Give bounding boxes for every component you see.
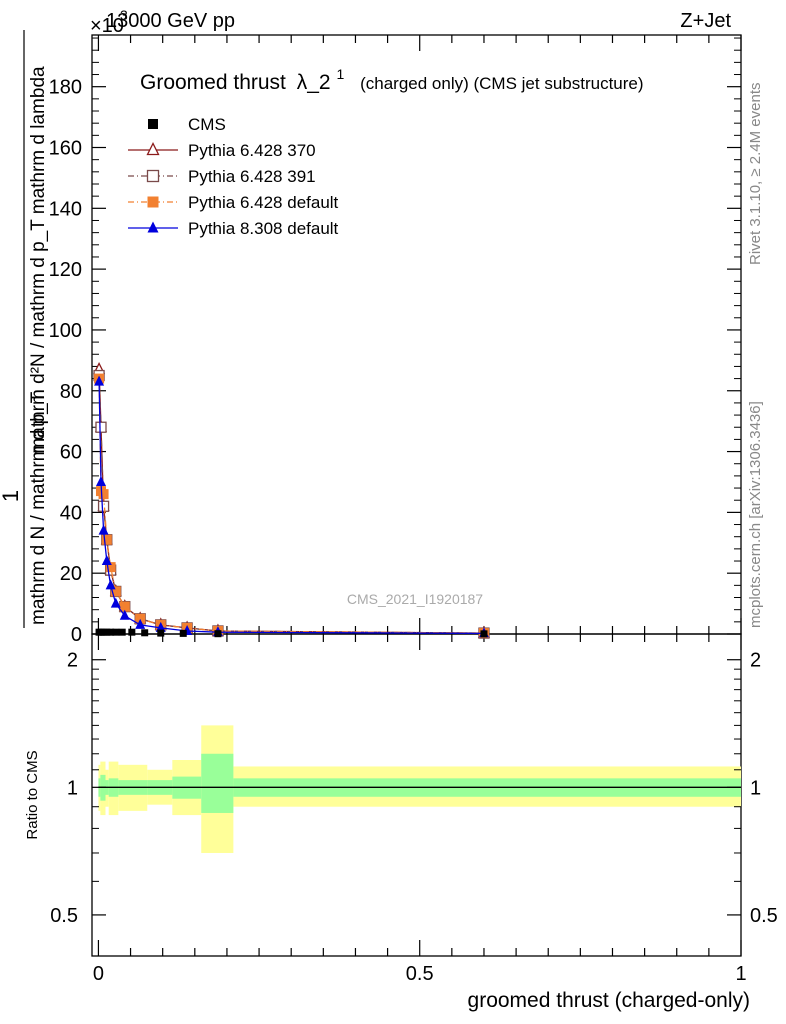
header-left-text: 13000 GeV pp bbox=[106, 10, 235, 32]
data-point bbox=[112, 628, 120, 636]
legend-entry-2: Pythia 6.428 391 bbox=[128, 167, 316, 186]
data-point bbox=[98, 524, 109, 535]
legend-marker bbox=[148, 119, 158, 129]
data-point bbox=[119, 609, 130, 620]
data-point bbox=[135, 613, 146, 624]
legend-label: Pythia 6.428 370 bbox=[188, 141, 316, 160]
legend-marker bbox=[146, 142, 160, 156]
data-point bbox=[118, 628, 126, 636]
title-superscript: 1 bbox=[336, 66, 344, 82]
data-point bbox=[95, 421, 107, 433]
data-point bbox=[119, 601, 130, 612]
plot-title: Groomed thrust λ_2 1 (charged only) (CMS… bbox=[140, 61, 644, 94]
y-tick-label: 160 bbox=[49, 138, 82, 160]
legend-label: Pythia 6.428 391 bbox=[188, 167, 316, 186]
data-point bbox=[101, 555, 112, 566]
data-point bbox=[98, 489, 109, 500]
data-point bbox=[107, 628, 115, 636]
exponent-base: ×10 bbox=[90, 15, 124, 37]
y-axis-label: 1 mathrm d N / mathrm d p_T mathrm d²N /… bbox=[0, 30, 49, 628]
legend-entry-0: CMS bbox=[148, 115, 226, 134]
ratio-y-tick-label-right: 1 bbox=[750, 777, 761, 799]
title-qualifier: (charged only) (CMS jet substructure) bbox=[360, 74, 643, 93]
x-tick-label: 0 bbox=[93, 963, 104, 985]
data-point bbox=[135, 618, 146, 629]
data-point bbox=[480, 630, 488, 638]
title-lambda: λ_2 bbox=[297, 71, 331, 94]
header-right-text: Z+Jet bbox=[680, 10, 731, 32]
data-point bbox=[105, 562, 116, 573]
ylabel-denominator: mathrm d N / mathrm d p_T bbox=[28, 391, 49, 625]
series-line bbox=[98, 381, 485, 635]
y-tick-label: 120 bbox=[49, 259, 82, 281]
data-point bbox=[110, 597, 121, 608]
rivet-version-text: Rivet 3.1.10, ≥ 2.4M events bbox=[747, 83, 764, 266]
legend-entry-4: Pythia 8.308 default bbox=[128, 219, 339, 238]
data-point bbox=[128, 628, 136, 636]
data-point bbox=[214, 630, 222, 638]
series-0 bbox=[95, 628, 488, 638]
mcplots-text: mcplots.cern.ch [arXiv:1306.3436] bbox=[747, 401, 764, 628]
data-point bbox=[97, 500, 110, 512]
data-point bbox=[141, 629, 149, 637]
y-tick-label: 0 bbox=[71, 624, 82, 646]
ratio-y-tick-label: 1 bbox=[67, 777, 78, 799]
data-point bbox=[179, 629, 187, 637]
data-point bbox=[155, 621, 166, 632]
data-point bbox=[157, 629, 165, 637]
data-point bbox=[105, 579, 116, 590]
title-main: Groomed thrust bbox=[140, 71, 286, 94]
legend-marker bbox=[147, 196, 159, 208]
y-tick-label: 80 bbox=[60, 381, 82, 403]
data-point bbox=[95, 475, 106, 486]
ratio-stat-band-7 bbox=[201, 753, 234, 813]
y-tick-label: 40 bbox=[60, 502, 82, 524]
y-tick-label: 60 bbox=[60, 442, 82, 464]
legend-marker bbox=[146, 169, 160, 183]
series-4 bbox=[94, 375, 489, 638]
ratio-y-axis-label: Ratio to CMS bbox=[24, 750, 41, 839]
ylabel-right: mathrm d²N / mathrm d p_T mathrm d lambd… bbox=[28, 66, 49, 454]
data-point bbox=[103, 628, 111, 636]
y-tick-label: 20 bbox=[60, 563, 82, 585]
legend-label: CMS bbox=[188, 115, 226, 134]
x-tick-label: 1 bbox=[735, 963, 746, 985]
analysis-watermark: CMS_2021_I1920187 bbox=[347, 591, 483, 607]
ylabel-numerator: 1 bbox=[0, 490, 23, 502]
ratio-y-tick-label-right: 2 bbox=[750, 650, 761, 672]
data-point bbox=[110, 586, 121, 597]
legend-marker bbox=[147, 221, 159, 233]
series-line bbox=[98, 378, 485, 634]
legend-entry-3: Pythia 6.428 default bbox=[128, 193, 339, 212]
legend-label: Pythia 6.428 default bbox=[188, 193, 339, 212]
series-layer bbox=[93, 362, 491, 639]
y-tick-label: 100 bbox=[49, 320, 82, 342]
ratio-y-tick-label: 2 bbox=[67, 650, 78, 672]
legend-label: Pythia 8.308 default bbox=[188, 219, 339, 238]
ratio-y-tick-label-right: 0.5 bbox=[750, 905, 778, 927]
axis-ticks: 0 20 40 60 80 100 120 140 160 180 0 0.5 1 0.5 0.5 1 1 2 2 bbox=[49, 35, 778, 985]
x-axis-label: groomed thrust (charged-only) bbox=[468, 989, 750, 1012]
data-point bbox=[94, 375, 105, 386]
legend: CMS Pythia 6.428 370 Pythia 6.428 391 Pythi… bbox=[128, 115, 339, 238]
ratio-y-tick-label: 0.5 bbox=[50, 905, 78, 927]
exponent-power: 3 bbox=[120, 7, 128, 23]
data-point bbox=[101, 534, 112, 545]
legend-entry-1: Pythia 6.428 370 bbox=[128, 141, 316, 160]
y-tick-label: 140 bbox=[49, 198, 82, 220]
y-tick-label: 180 bbox=[49, 77, 82, 99]
x-tick-label: 0.5 bbox=[406, 963, 434, 985]
ratio-bands bbox=[98, 725, 741, 853]
